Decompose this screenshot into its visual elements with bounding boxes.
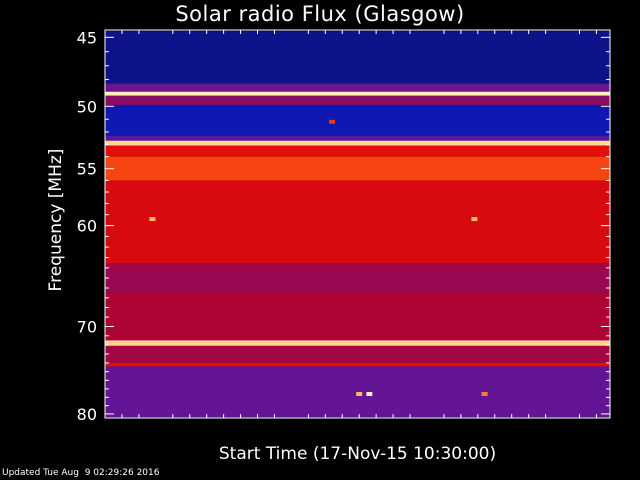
intensity-band-9 [105, 180, 610, 264]
y-axis-label: Frequency [MHz] [46, 148, 66, 292]
y-tick-label-3: 60 [77, 217, 97, 236]
intensity-band-2 [105, 91, 610, 96]
y-tick-label-0: 45 [77, 28, 97, 47]
intensity-band-16 [105, 366, 610, 418]
y-tick-label-4: 70 [77, 318, 97, 337]
burst-marker-3 [366, 391, 373, 396]
intensity-band-8 [105, 156, 610, 181]
intensity-band-6 [105, 140, 610, 146]
y-tick-label-5: 80 [77, 405, 97, 424]
burst-marker-0 [149, 217, 156, 222]
intensity-band-11 [105, 269, 610, 293]
intensity-band-14 [105, 345, 610, 363]
intensity-band-3 [105, 95, 610, 105]
intensity-band-13 [105, 340, 610, 346]
intensity-band-12 [105, 292, 610, 341]
burst-marker-5 [481, 391, 488, 396]
y-tick-label-2: 55 [77, 160, 97, 179]
updated-footer: Updated Tue Aug 9 02:29:26 2016 [2, 468, 160, 478]
x-axis-label: Start Time (17-Nov-15 10:30:00) [218, 444, 497, 464]
plot-area [105, 30, 610, 418]
chart-title: Solar radio Flux (Glasgow) [175, 2, 465, 26]
intensity-band-4 [105, 104, 610, 136]
intensity-band-1 [105, 83, 610, 92]
intensity-band-10 [105, 263, 610, 270]
intensity-band-7 [105, 145, 610, 157]
intensity-band-15 [105, 362, 610, 367]
plot-frame [104, 29, 611, 419]
intensity-band-5 [105, 135, 610, 141]
burst-marker-1 [471, 217, 478, 222]
axis-ticks: 10:3210:3610:4010:44455055607080 [77, 28, 610, 424]
burst-marker-2 [329, 119, 336, 124]
y-tick-label-1: 50 [77, 97, 97, 116]
intensity-band-0 [105, 31, 610, 84]
burst-marker-4 [356, 391, 363, 396]
